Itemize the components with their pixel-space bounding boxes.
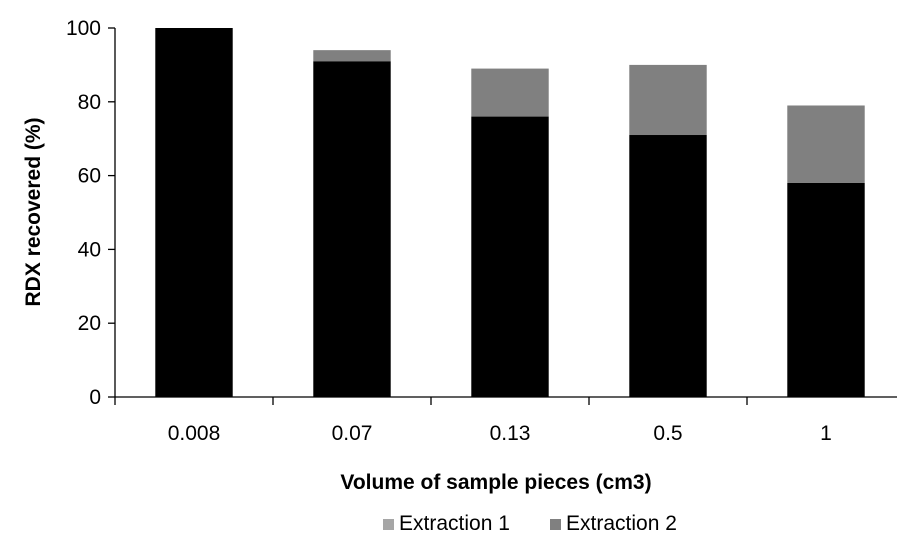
- legend-label: Extraction 1: [399, 512, 510, 535]
- y-tick-label: 40: [78, 238, 101, 261]
- x-ticks: 0.008 0.07 0.13 0.5 1: [114, 397, 832, 445]
- axes: 0 20 40 60 80 100 0.008 0.07 0.13 0.5 1: [66, 17, 897, 445]
- bar-2: [629, 64, 707, 136]
- bar-1: [787, 182, 865, 397]
- bar-1: [155, 28, 233, 397]
- bars: [155, 28, 865, 398]
- x-axis-title: Volume of sample pieces (cm3): [340, 471, 651, 494]
- y-ticks: 0 20 40 60 80 100: [66, 17, 115, 409]
- y-tick-label: 20: [78, 312, 101, 335]
- y-tick-label: 0: [89, 386, 101, 409]
- bar-1: [313, 61, 391, 398]
- legend-label: Extraction 2: [566, 512, 677, 535]
- y-tick-label: 100: [66, 17, 101, 40]
- y-tick-label: 60: [78, 165, 101, 188]
- x-tick-label: 1: [820, 422, 832, 445]
- bar-1: [471, 116, 549, 397]
- y-tick-label: 80: [78, 91, 101, 114]
- bar-2: [787, 105, 865, 183]
- legend-swatch: [383, 519, 394, 530]
- x-tick-label: 0.13: [490, 422, 531, 445]
- x-tick-label: 0.5: [653, 422, 682, 445]
- bar-2: [313, 50, 391, 62]
- legend: Extraction 1 Extraction 2: [383, 512, 677, 535]
- bar-2: [471, 68, 549, 117]
- bar-1: [629, 135, 707, 397]
- y-axis-title: RDX recovered (%): [22, 117, 45, 306]
- legend-swatch: [550, 519, 561, 530]
- x-tick-label: 0.07: [332, 422, 373, 445]
- x-tick-label: 0.008: [168, 422, 221, 445]
